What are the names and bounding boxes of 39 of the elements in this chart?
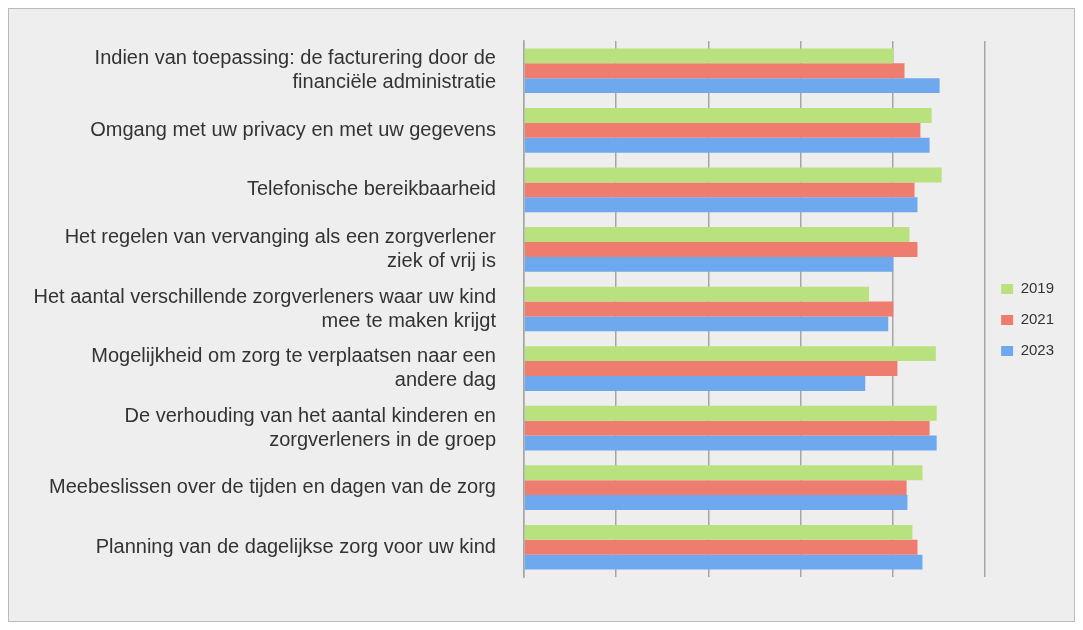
y-tick-label: Indien van toepassing: de facturering door de financiële administratie (94, 46, 496, 93)
bar (524, 167, 942, 183)
bar (524, 301, 894, 317)
legend-label: 2021 (1020, 310, 1055, 328)
bar (524, 346, 936, 362)
bar (524, 376, 866, 391)
y-tick-label: Mogelijkheid om zorg te verplaatsen naar een andere dag (91, 344, 496, 391)
bar (524, 122, 921, 138)
bar (524, 78, 940, 94)
bar (524, 420, 930, 436)
bar (524, 524, 913, 540)
bar (524, 182, 915, 198)
y-tick-label: De verhouding van het aantal kinderen en zorgverleners in de groep (124, 403, 496, 450)
bar (524, 405, 937, 421)
y-tick-label: Omgang met uw privacy en met uw gegevens (90, 117, 496, 140)
legend-label: 2019 (1020, 279, 1055, 297)
bar (524, 48, 894, 64)
bar (524, 286, 870, 302)
y-tick-label: Telefonische bereikbaarheid (246, 177, 496, 200)
y-tick-label: Planning van de dagelijkse zorg voor uw kind (95, 534, 496, 557)
bar (524, 137, 930, 153)
bar (524, 197, 918, 213)
bar (524, 316, 889, 332)
y-tick-label: Meebeslissen over de tijden en dagen van de zorg (49, 475, 496, 498)
bar (524, 539, 918, 555)
y-tick-label: Het aantal verschillende zorgverleners waar uw kind mee te maken krijgt (33, 284, 497, 331)
legend-label: 2023 (1020, 341, 1055, 359)
bar (524, 465, 923, 481)
bar (524, 435, 937, 451)
bar (524, 361, 898, 376)
bar (524, 256, 894, 272)
bar (524, 63, 905, 79)
bar (524, 227, 910, 242)
y-tick-label: Het regelen van vervanging als een zorgverlener ziek of vrij is (64, 224, 497, 271)
bar (524, 495, 908, 510)
bar (524, 242, 918, 257)
bar (524, 480, 907, 496)
bar (524, 554, 923, 570)
bar (524, 108, 932, 123)
